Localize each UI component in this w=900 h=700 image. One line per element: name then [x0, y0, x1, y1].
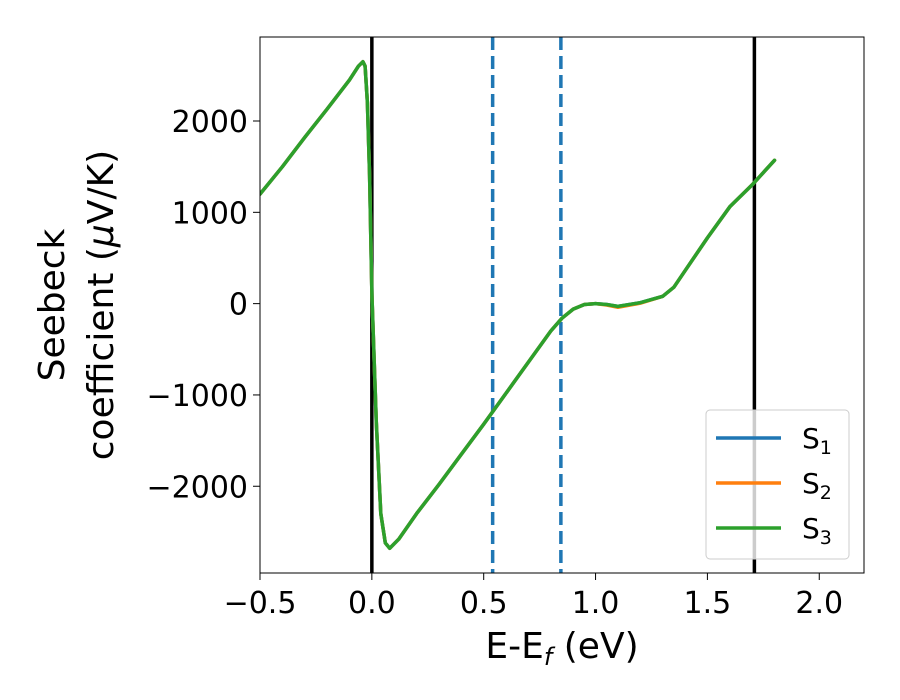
plot-area-frame [259, 36, 865, 574]
y-tick-label: −2000 [147, 470, 248, 505]
legend: S1 S2 S3 [705, 409, 850, 560]
series-lines [260, 59, 777, 551]
y-axis-label-line1: Seebeck [32, 228, 73, 381]
x-axis-label: E-Ef (eV) [485, 626, 638, 671]
series-line-s1 [260, 59, 777, 551]
legend-label-s2: S2 [802, 467, 832, 504]
x-tick-label: 1.0 [572, 586, 620, 621]
x-tick-label: 1.5 [684, 586, 732, 621]
legend-label-s1: S1 [802, 422, 832, 459]
y-tick-label: −1000 [147, 379, 248, 414]
y-axis-label-line2: coefficient (μV/K) [81, 150, 122, 460]
series-line-s3 [260, 59, 777, 551]
y-tick-label: 0 [229, 288, 248, 323]
reference-lines [370, 37, 757, 573]
series-line-s2 [260, 59, 777, 551]
x-tick-label: 0.5 [460, 586, 508, 621]
y-tick-label: 1000 [172, 196, 248, 231]
x-tick-label: 2.0 [795, 586, 843, 621]
y-axis-label: Seebeck coefficient (μV/K) [32, 150, 122, 460]
x-axis-ticks: −0.5 0.0 0.5 1.0 1.5 2.0 [224, 573, 843, 621]
y-axis-ticks: −2000 −1000 0 1000 2000 [147, 105, 260, 505]
y-tick-label: 2000 [172, 105, 248, 140]
x-tick-label: 0.0 [348, 586, 396, 621]
legend-label-s3: S3 [802, 512, 832, 549]
x-tick-label: −0.5 [224, 586, 297, 621]
